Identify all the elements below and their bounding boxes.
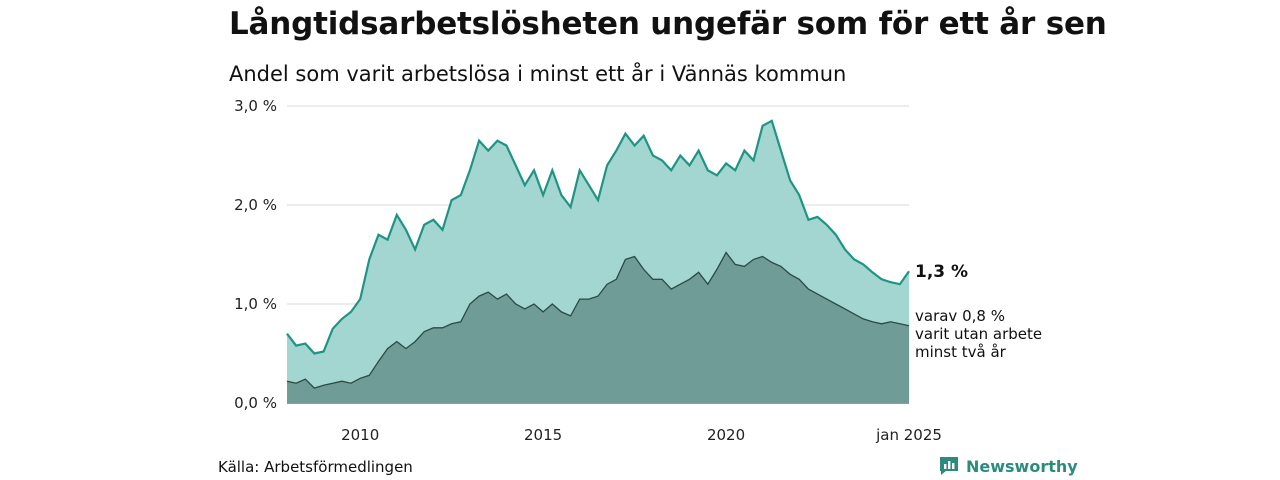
line-two-year [286, 251, 910, 389]
y-tick-label: 2,0 % [234, 196, 277, 214]
line-long-term [286, 119, 910, 355]
newsworthy-icon [940, 457, 958, 475]
y-tick-label: 1,0 % [234, 295, 277, 313]
x-tick-label: jan 2025 [875, 426, 942, 444]
y-tick-label: 0,0 % [234, 394, 277, 412]
sub-annotation-line-2: varit utan arbete [915, 325, 1042, 343]
chart-subtitle: Andel som varit arbetslösa i minst ett å… [229, 62, 847, 86]
x-tick-label: 2020 [707, 426, 745, 444]
brand-logo[interactable]: Newsworthy [938, 455, 1078, 477]
y-tick-label: 3,0 % [234, 97, 277, 115]
brand-name: Newsworthy [966, 456, 1078, 476]
source-note: Källa: Arbetsförmedlingen [218, 458, 413, 476]
x-tick-label: 2015 [524, 426, 562, 444]
y-axis-ticks: 0,0 % 1,0 % 2,0 % 3,0 % [234, 97, 277, 412]
sub-annotation-line-3: minst två år [915, 343, 1007, 361]
x-axis-ticks: 2010 2015 2020 jan 2025 [341, 426, 942, 444]
last-value-label: 1,3 % [915, 262, 968, 282]
x-tick-label: 2010 [341, 426, 379, 444]
sub-annotation-line-1: varav 0,8 % [915, 307, 1005, 325]
chart-title: Långtidsarbetslösheten ungefär som för e… [229, 6, 1107, 42]
area-two-year [287, 252, 909, 403]
